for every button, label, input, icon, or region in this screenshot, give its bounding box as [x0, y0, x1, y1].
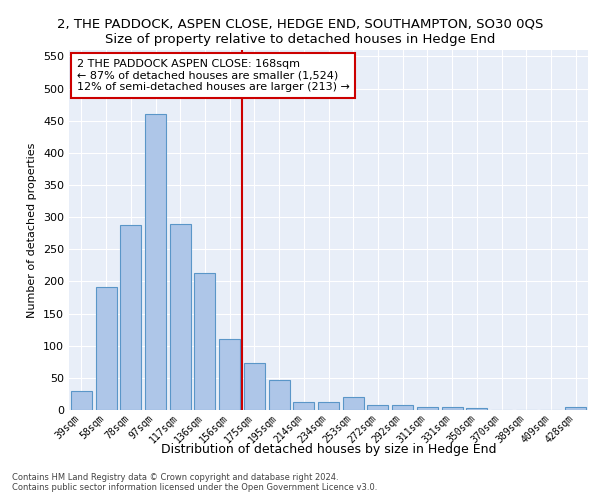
Bar: [269, 380, 290, 410]
Text: Size of property relative to detached houses in Hedge End: Size of property relative to detached ho…: [105, 32, 495, 46]
Bar: [392, 405, 413, 410]
Bar: [417, 407, 438, 410]
Text: 2, THE PADDOCK, ASPEN CLOSE, HEDGE END, SOUTHAMPTON, SO30 0QS: 2, THE PADDOCK, ASPEN CLOSE, HEDGE END, …: [57, 18, 543, 30]
Bar: [145, 114, 166, 410]
Bar: [466, 408, 487, 410]
Text: 2 THE PADDOCK ASPEN CLOSE: 168sqm
← 87% of detached houses are smaller (1,524)
1: 2 THE PADDOCK ASPEN CLOSE: 168sqm ← 87% …: [77, 59, 350, 92]
Bar: [120, 225, 141, 410]
Bar: [244, 363, 265, 410]
Y-axis label: Number of detached properties: Number of detached properties: [28, 142, 37, 318]
Text: Contains public sector information licensed under the Open Government Licence v3: Contains public sector information licen…: [12, 482, 377, 492]
Bar: [343, 397, 364, 410]
Text: Distribution of detached houses by size in Hedge End: Distribution of detached houses by size …: [161, 442, 497, 456]
Bar: [293, 402, 314, 410]
Bar: [442, 408, 463, 410]
Bar: [71, 390, 92, 410]
Text: Contains HM Land Registry data © Crown copyright and database right 2024.: Contains HM Land Registry data © Crown c…: [12, 472, 338, 482]
Bar: [367, 405, 388, 410]
Bar: [95, 286, 116, 410]
Bar: [194, 273, 215, 410]
Bar: [318, 402, 339, 410]
Bar: [170, 224, 191, 410]
Bar: [565, 407, 586, 410]
Bar: [219, 340, 240, 410]
